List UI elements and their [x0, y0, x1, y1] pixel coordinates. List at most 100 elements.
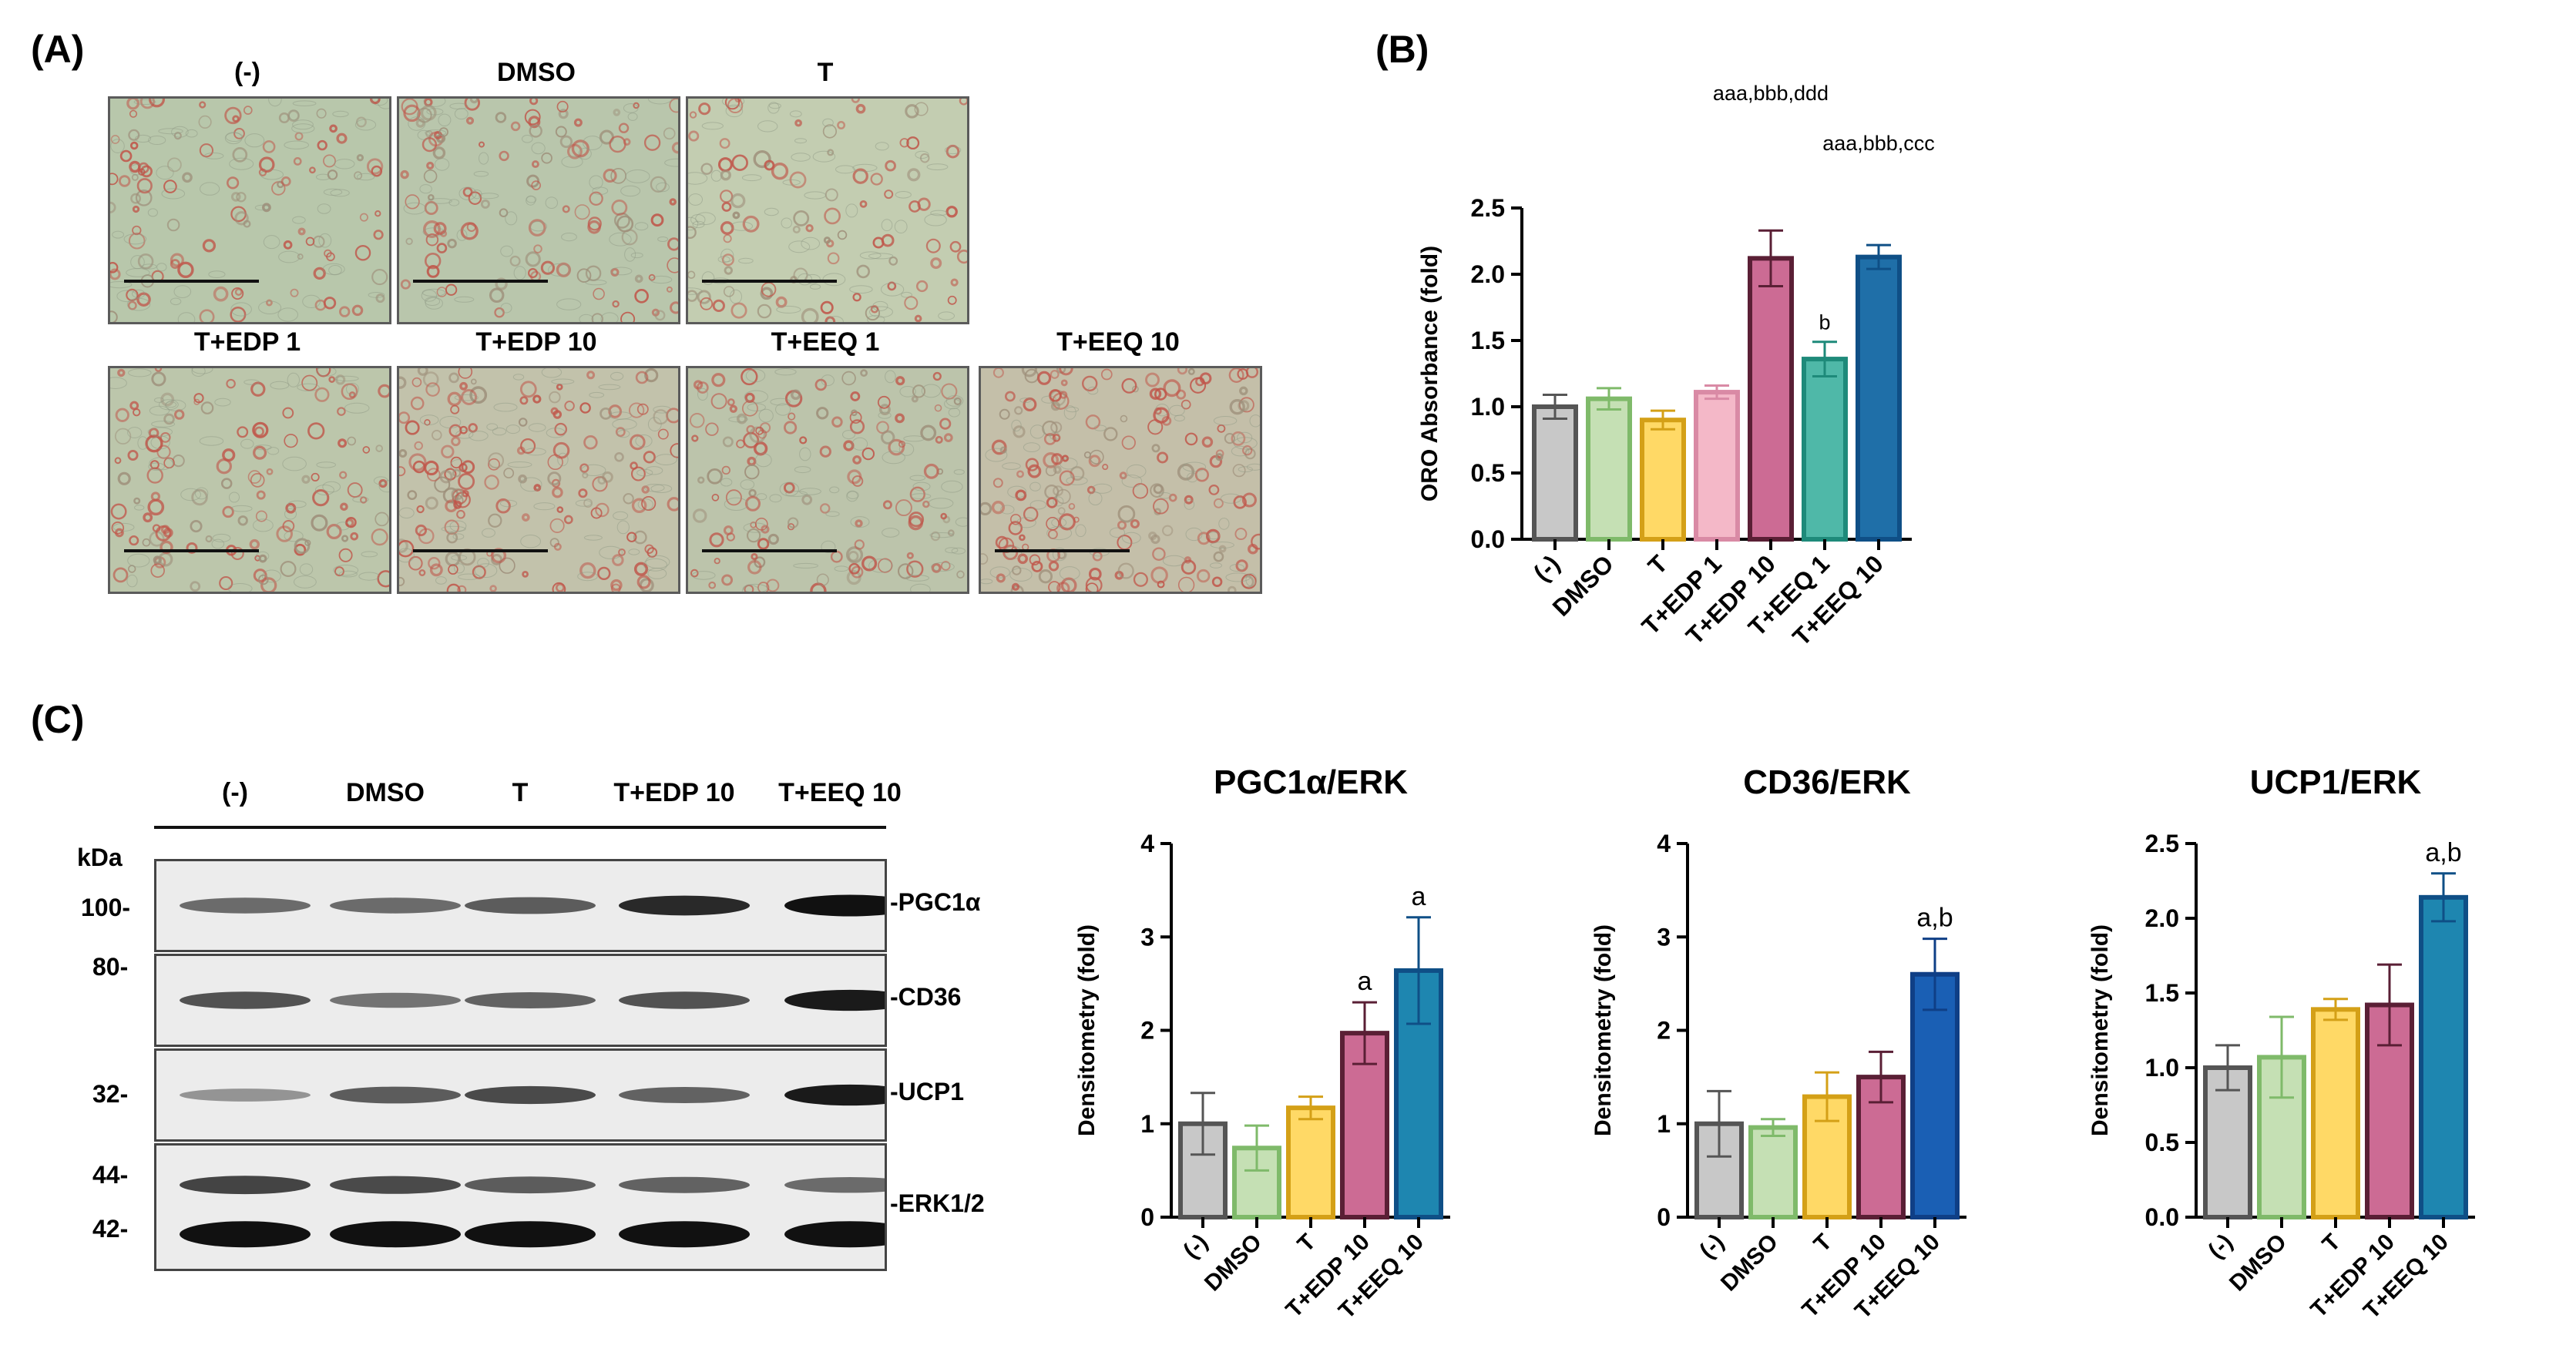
blot-strip	[154, 1048, 887, 1142]
micrograph-title: T	[817, 58, 834, 87]
x-tick-label: DMSO	[1200, 1229, 1267, 1297]
x-tick-label: (-)	[1528, 549, 1565, 586]
micrograph-title: T+EEQ 1	[771, 327, 880, 357]
kda-label: kDa	[77, 844, 123, 871]
scale-bar	[995, 549, 1130, 552]
bar	[1748, 1125, 1798, 1220]
blot-band	[180, 1221, 311, 1248]
blot-lane-label: T	[512, 778, 529, 807]
blot-band	[619, 1221, 750, 1248]
significance-annotation: b	[1819, 311, 1830, 334]
blot-target-label: -ERK1/2	[890, 1189, 985, 1217]
micrograph-image	[979, 366, 1262, 594]
y-tick-label: 3	[1657, 923, 1671, 951]
blot-target-label: -UCP1	[890, 1077, 965, 1105]
scale-bar	[124, 280, 259, 283]
scale-bar	[124, 549, 259, 552]
x-tick-label: DMSO	[1716, 1229, 1783, 1297]
panel-label-b: (B)	[1375, 28, 1429, 71]
blot-band	[180, 1176, 311, 1195]
x-tick-label: T	[1293, 1229, 1321, 1257]
significance-annotation: aaa,bbb,ddd	[1713, 82, 1829, 105]
x-tick-label: T	[2318, 1229, 2346, 1257]
blot-band	[465, 992, 596, 1008]
y-tick-label: 4	[1140, 830, 1154, 857]
bar	[1748, 256, 1794, 542]
y-tick-label: 1.5	[1471, 327, 1505, 354]
blot-band	[330, 992, 461, 1008]
micrograph-title: T+EEQ 10	[1056, 327, 1180, 357]
x-tick-label: T	[1643, 549, 1674, 580]
panel-label-c: (C)	[31, 698, 85, 741]
y-tick-label: 2	[1140, 1017, 1154, 1045]
blot-band	[784, 1177, 885, 1193]
blot-strip	[154, 954, 887, 1047]
blot-strip	[154, 859, 887, 952]
micrograph-image	[108, 366, 391, 594]
blot-band	[784, 989, 885, 1011]
blot-lane-label: T+EEQ 10	[778, 778, 902, 807]
molecular-weight-marker: 100-	[81, 894, 131, 921]
bar	[1802, 357, 1848, 542]
y-tick-label: 1.0	[1471, 393, 1505, 421]
molecular-weight-marker: 42-	[92, 1215, 129, 1243]
y-tick-label: 2	[1657, 1017, 1671, 1045]
y-tick-label: 1	[1657, 1110, 1671, 1138]
y-axis-label: ORO Absorbance (fold)	[1417, 246, 1442, 502]
chart-title: CD36/ERK	[1743, 763, 1911, 801]
bar	[1640, 418, 1686, 542]
cell-field	[110, 99, 389, 322]
cell-field	[399, 368, 678, 592]
y-tick-label: 4	[1657, 830, 1671, 857]
y-tick-label: 2.0	[2145, 904, 2179, 932]
blot-band	[180, 1089, 311, 1102]
cell-field	[981, 368, 1260, 592]
blot-band	[180, 991, 311, 1009]
molecular-weight-marker: 80-	[92, 953, 129, 981]
oro-absorbance-chart: 0.0 0.5 1.0 1.5 2.0 2.5 ORO Absorbance (fold) (…	[1417, 82, 1935, 651]
scale-bar	[413, 280, 548, 283]
blot-target-label: -PGC1α	[890, 887, 981, 916]
blot-band	[465, 1085, 596, 1105]
blot-strip	[154, 1143, 887, 1271]
y-tick-label: 0	[1657, 1203, 1671, 1231]
blot-band	[619, 991, 750, 1009]
y-tick-label: 0.5	[2145, 1129, 2179, 1156]
y-tick-label: 2.5	[1471, 194, 1505, 222]
micrograph-title: DMSO	[497, 58, 576, 87]
y-tick-label: 2.5	[2145, 830, 2179, 857]
micrograph-title: T+EDP 10	[475, 327, 597, 357]
y-tick-label: 1.5	[2145, 979, 2179, 1007]
y-tick-label: 0.5	[1471, 459, 1505, 487]
bar	[2311, 1007, 2360, 1219]
blot-band	[619, 895, 750, 916]
blot-band	[465, 897, 596, 914]
significance-annotation: aaa,bbb,ccc	[1822, 132, 1935, 155]
blot-lane-label: (-)	[222, 778, 248, 807]
blot-band	[619, 1087, 750, 1103]
y-axis-label: Densitometry (fold)	[1590, 924, 1616, 1136]
blot-band	[465, 1221, 596, 1248]
bar	[1694, 390, 1740, 542]
y-tick-label: 0.0	[2145, 1203, 2179, 1231]
x-tick-label: DMSO	[2225, 1229, 2292, 1297]
cell-field	[689, 368, 967, 592]
micrograph-image	[686, 366, 969, 594]
molecular-weight-marker: 44-	[92, 1161, 129, 1189]
blot-target-label: -CD36	[890, 982, 962, 1011]
micrograph-title: T+EDP 1	[193, 327, 301, 357]
y-tick-label: 3	[1140, 923, 1154, 951]
significance-annotation: a	[1358, 967, 1372, 996]
blot-band	[619, 1176, 750, 1193]
blot-band	[330, 897, 461, 914]
panel-label-a: (A)	[31, 28, 85, 71]
blot-lane-label: T+EDP 10	[613, 778, 735, 807]
ucp1-erk-chart: UCP1/ERK 0.0 0.5 1.0 1.5 2.0 2.5 Densitometry (…	[2087, 763, 2475, 1324]
blot-band	[330, 1176, 461, 1194]
x-tick-label: (-)	[1178, 1229, 1213, 1264]
bar	[1586, 396, 1632, 542]
bar	[1532, 404, 1578, 542]
y-tick-label: 2.0	[1471, 260, 1505, 288]
significance-annotation: a	[1412, 882, 1426, 911]
micrograph-image	[686, 96, 969, 324]
